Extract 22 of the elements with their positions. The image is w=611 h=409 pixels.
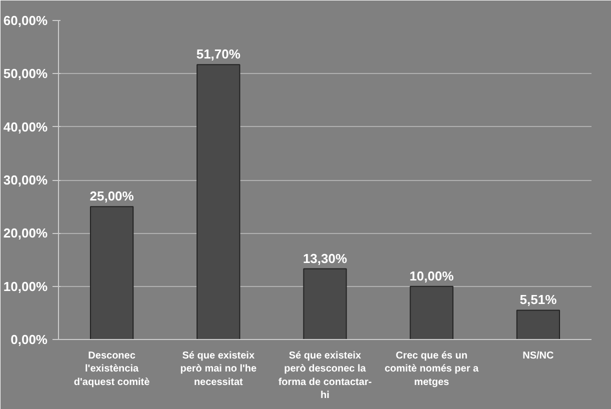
y-tick-label: 30,00%	[3, 172, 48, 188]
x-tick-label: Sé que existeix però desconec la forma de contactar- hi	[278, 350, 372, 402]
data-label: 10,00%	[410, 268, 454, 284]
y-tick-label: 20,00%	[3, 226, 48, 241]
y-tick-label: 40,00%	[3, 119, 48, 134]
x-tick-label: Crec que és un comitè només per a metges	[384, 350, 479, 388]
data-label: 5,51%	[520, 292, 558, 308]
bar	[303, 268, 347, 340]
y-tick-label: 0,00%	[10, 332, 48, 347]
data-label: 13,30%	[302, 250, 348, 266]
bar	[410, 286, 454, 340]
data-label: 51,70%	[196, 46, 241, 62]
y-tick-label: 50,00%	[3, 66, 48, 82]
x-tick-label: NS/NC	[522, 350, 554, 362]
x-tick-label: Sé que existeix però mai no l'he necessitat	[180, 350, 257, 388]
data-label: 25,00%	[90, 188, 134, 204]
bar	[516, 310, 560, 340]
bar	[90, 206, 134, 340]
y-tick-label: 10,00%	[3, 278, 48, 294]
y-tick-label: 60,00%	[3, 13, 48, 28]
x-tick-label: Desconec l'existència d'aquest comitè	[74, 350, 150, 388]
bar	[196, 64, 240, 340]
